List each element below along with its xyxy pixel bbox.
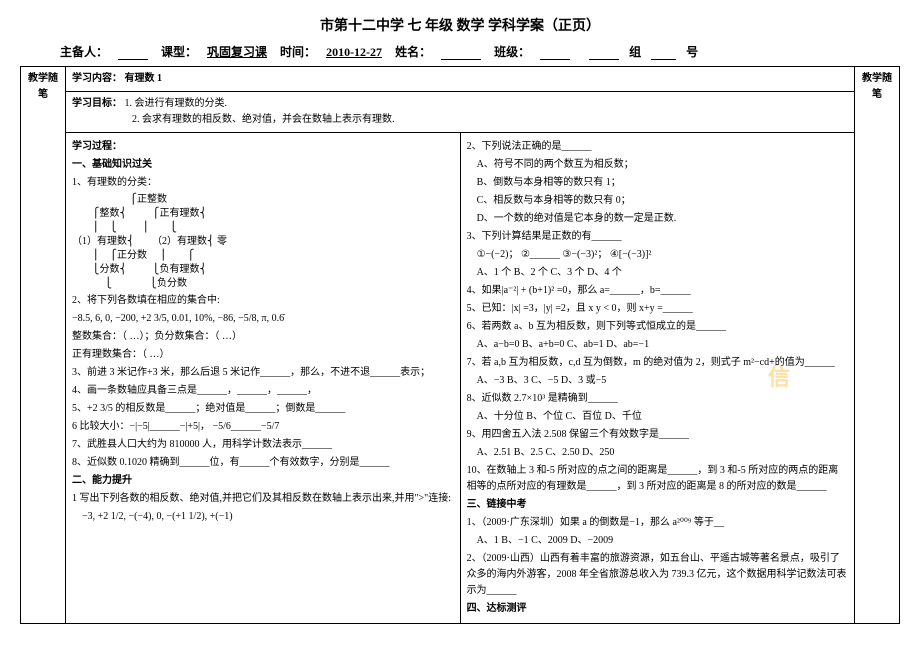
left-q4: 4、画一条数轴应具备三点是______，______，______，: [72, 383, 454, 399]
section-4: 四、达标测评: [467, 601, 848, 617]
left-q2: 2、将下列各数填在相应的集合中:: [72, 293, 454, 309]
name-label: 姓名：: [395, 45, 431, 59]
goals-label: 学习目标：: [72, 98, 122, 109]
right-c1ans: A、1 B、−1 C、2009 D、−2009: [467, 533, 848, 549]
left-q2-nums: −8.5, 6, 0, −200, +2 3/5, 0.01, 10%, −86…: [72, 311, 454, 327]
right-c2: 2、（2009·山西）山西有着丰富的旅游资源，如五台山、平遥古城等著名景点，吸引…: [467, 551, 848, 599]
right-q7: 7、若 a,b 互为相反数，c,d 互为倒数，m 的绝对值为 2，则式子 m²−…: [467, 355, 848, 371]
right-q8ans: A、十分位 B、个位 C、百位 D、千位: [467, 409, 848, 425]
content-value: 有理数 1: [124, 73, 162, 84]
right-column: 2、下列说法正确的是______ A、符号不同的两个数互为相反数； B、倒数与本…: [460, 133, 854, 624]
left-q2-sets: 整数集合：（ …）；负分数集合：（ …）: [72, 329, 454, 345]
right-q5: 5、已知：|x| =3，|y| =2，且 x y < 0，则 x+y =____…: [467, 301, 848, 317]
number-suffix: 号: [686, 45, 698, 59]
right-q6: 6、若两数 a、b 互为相反数，则下列等式恒成立的是______: [467, 319, 848, 335]
right-q6ans: A、a−b=0 B、a+b=0 C、ab=1 D、ab=−1: [467, 337, 848, 353]
type-label: 课型：: [161, 45, 197, 59]
content-label: 学习内容：: [72, 73, 122, 84]
right-q10: 10、在数轴上 3 和-5 所对应的点之间的距离是______，到 3 和-5 …: [467, 463, 848, 495]
right-q3ans: A、1 个 B、2 个 C、3 个 D、4 个: [467, 265, 848, 281]
left-q8: 8、近似数 0.1020 精确到______位，有______个有效数字，分别是…: [72, 455, 454, 471]
left-p1-nums: −3, +2 1/2, −(−4), 0, −(+1 1/2), +(−1): [72, 509, 454, 525]
right-q8: 8、近似数 2.7×10³ 是精确到______: [467, 391, 848, 407]
section-3: 三、链接中考: [467, 497, 848, 513]
content-row1: 学习内容： 有理数 1: [65, 67, 854, 92]
right-q2b: B、倒数与本身相等的数只有 1；: [467, 175, 848, 191]
right-q2: 2、下列说法正确的是______: [467, 139, 848, 155]
right-q9: 9、用四舍五入法 2.508 保留三个有效数字是______: [467, 427, 848, 443]
time-label: 时间：: [280, 45, 316, 59]
right-q3: 3、下列计算结果是正数的有______: [467, 229, 848, 245]
section-2: 二、能力提升: [72, 473, 454, 489]
goal-1: 1. 会进行有理数的分类.: [124, 98, 227, 109]
left-q1: 1、有理数的分类：: [72, 175, 454, 191]
right-q4: 4、如果|a⁻²| + (b+1)² =0，那么 a=______，b=____…: [467, 283, 848, 299]
left-q7: 7、武胜县人口大约为 810000 人，用科学计数法表示______: [72, 437, 454, 453]
header-info: 主备人： 课型： 巩固复习课 时间： 2010-12-27 姓名： 班级： 组 号: [20, 43, 900, 60]
process-label: 学习过程：: [72, 139, 454, 155]
left-q5: 5、+2 3/5 的相反数是______；绝对值是______；倒数是_____…: [72, 401, 454, 417]
page-title: 市第十二中学 七 年级 数学 学科学案（正页）: [320, 19, 600, 34]
group-suffix: 组: [629, 45, 641, 59]
right-q2c: C、相反数与本身相等的数只有 0；: [467, 193, 848, 209]
right-q3opts: ①−(−2)； ②______ ③−(−3)²； ④[−(−3)]²: [467, 247, 848, 263]
right-q7ans: A、−3 B、3 C、−5 D、3 或−5: [467, 373, 848, 389]
left-p1: 1 写出下列各数的相反数、绝对值,并把它们及其相反数在数轴上表示出来,并用">"…: [72, 491, 454, 507]
left-q2-sets2: 正有理数集合：（ …）: [72, 347, 454, 363]
left-column: 学习过程： 一、基础知识过关 1、有理数的分类： ⎧正整数 ⎧整数⎨ ⎧正有理数…: [65, 133, 460, 624]
right-q2a: A、符号不同的两个数互为相反数；: [467, 157, 848, 173]
right-c1: 1、（2009·广东深圳）如果 a 的倒数是−1，那么 a²⁰⁰⁹ 等于__: [467, 515, 848, 531]
goal-2: 2. 会求有理数的相反数、绝对值，并会在数轴上表示有理数.: [72, 114, 395, 125]
left-q3: 3、前进 3 米记作+3 米，那么后退 5 米记作______，那么，不进不退_…: [72, 365, 454, 381]
classification-tree: ⎧正整数 ⎧整数⎨ ⎧正有理数⎨ ⎪ ⎩ ⎪ ⎩ （1）有理数⎨ （2）有理数⎨…: [72, 193, 454, 291]
right-q2d: D、一个数的绝对值是它本身的数一定是正数.: [467, 211, 848, 227]
class-label: 班级：: [494, 45, 530, 59]
section-1: 一、基础知识过关: [72, 157, 454, 173]
type-value: 巩固复习课: [207, 45, 267, 59]
time-value: 2010-12-27: [326, 45, 382, 59]
preparer-label: 主备人：: [60, 45, 108, 59]
side-left: 教学随笔: [21, 67, 66, 624]
side-right: 教学随笔: [855, 67, 900, 624]
right-q9ans: A、2.51 B、2.5 C、2.50 D、250: [467, 445, 848, 461]
left-q6: 6 比较大小：−|−5|______−|+5|， −5/6______−5/7: [72, 419, 454, 435]
worksheet-table: 教学随笔 学习内容： 有理数 1 教学随笔 学习目标： 1. 会进行有理数的分类…: [20, 66, 900, 624]
goals-row: 学习目标： 1. 会进行有理数的分类. 2. 会求有理数的相反数、绝对值，并会在…: [65, 92, 854, 133]
